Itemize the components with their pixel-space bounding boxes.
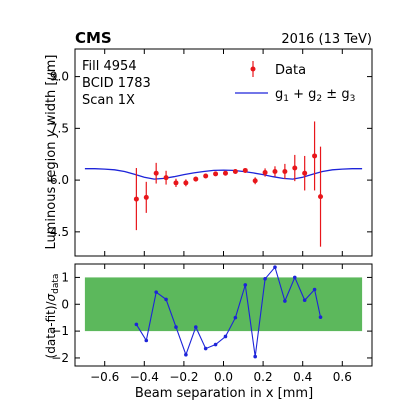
residual-y-axis-label: (data-fit)/σdata: [44, 274, 61, 359]
residual-x-axis: −0.6 −0.4 −0.2 0.0 0.2 0.4 0.6: [90, 264, 352, 384]
data-point: [222, 170, 228, 176]
fit-curve: [84, 168, 363, 180]
residual-point: [318, 315, 323, 319]
bcid-label: BCID 1783: [82, 76, 151, 91]
residual-point: [302, 298, 307, 303]
residual-point: [144, 338, 149, 343]
residual-band: [84, 277, 363, 332]
data-point: [173, 180, 179, 186]
residual-y-tick-label: 0: [61, 297, 69, 311]
residual-point: [174, 325, 178, 329]
residual-line-group: [134, 265, 323, 359]
data-points-group: [133, 121, 324, 247]
main-x-ticks: [104, 49, 343, 256]
residual-point: [243, 283, 248, 287]
data-point: [252, 178, 258, 184]
x-tick-label: −0.2: [169, 370, 198, 384]
data-point: [163, 175, 169, 181]
residual-point: [292, 275, 297, 280]
data-point: [143, 194, 149, 200]
data-point: [133, 196, 139, 202]
residual-point: [273, 265, 277, 270]
data-point: [203, 173, 209, 179]
residual-point: [312, 287, 317, 292]
legend-data-label: Data: [275, 63, 306, 78]
data-point: [312, 153, 318, 159]
legend: Data g1 + g2 ± g3: [235, 61, 355, 104]
x-axis-label: Beam separation in x [mm]: [135, 386, 313, 401]
data-point: [183, 180, 189, 186]
fill-label: Fill 4954: [82, 59, 137, 74]
residual-point: [253, 354, 257, 359]
residual-band-group: [84, 277, 363, 332]
main-y-tick-label: 9.0: [50, 70, 69, 84]
residual-point: [203, 346, 208, 351]
x-tick-label: 0.4: [293, 370, 312, 384]
data-point: [242, 167, 248, 173]
data-point: [272, 168, 278, 174]
legend-fit-label: g1 + g2 ± g3: [275, 87, 355, 104]
residual-point: [184, 352, 188, 357]
data-point: [213, 171, 219, 177]
residual-line: [135, 266, 322, 357]
x-tick-label: 0.6: [333, 370, 352, 384]
experiment-label: CMS: [75, 29, 112, 47]
residual-point: [283, 299, 287, 303]
main-y-tick-label: 6.0: [50, 173, 69, 187]
residual-y-tick-label: −2: [51, 351, 69, 365]
x-tick-label: −0.4: [130, 370, 159, 384]
data-point: [292, 165, 298, 171]
residual-point: [223, 334, 228, 339]
data-point: [232, 168, 238, 174]
residual-point: [213, 342, 218, 347]
data-point: [302, 170, 308, 176]
fit-curve-group: [84, 168, 363, 180]
residual-point: [134, 322, 139, 327]
main-y-tick-label: 7.5: [50, 121, 69, 135]
x-tick-label: 0.2: [254, 370, 273, 384]
residual-y-axis: −2 −1 0 1: [51, 270, 372, 365]
main-y-tick-label: 4.5: [50, 225, 69, 239]
x-tick-label: −0.6: [90, 370, 119, 384]
data-point: [318, 194, 324, 200]
legend-data-marker: [250, 66, 256, 72]
residual-point: [263, 276, 267, 281]
data-point: [282, 168, 288, 174]
residual-point: [164, 297, 168, 302]
residual-y-tick-label: −1: [51, 324, 69, 338]
residual-y-tick-label: 1: [61, 270, 69, 284]
residual-point: [154, 290, 158, 294]
main-y-axis: 4.5 6.0 7.5 9.0: [50, 70, 372, 239]
data-point: [153, 170, 159, 176]
data-point: [193, 176, 199, 182]
residual-point: [193, 325, 198, 329]
scan-label: Scan 1X: [82, 93, 135, 108]
data-point: [262, 170, 268, 176]
main-y-axis-label: Luminous region y width [μm]: [44, 54, 59, 249]
run-label: 2016 (13 TeV): [281, 32, 372, 47]
x-tick-label: 0.0: [214, 370, 233, 384]
residual-point: [233, 315, 238, 320]
